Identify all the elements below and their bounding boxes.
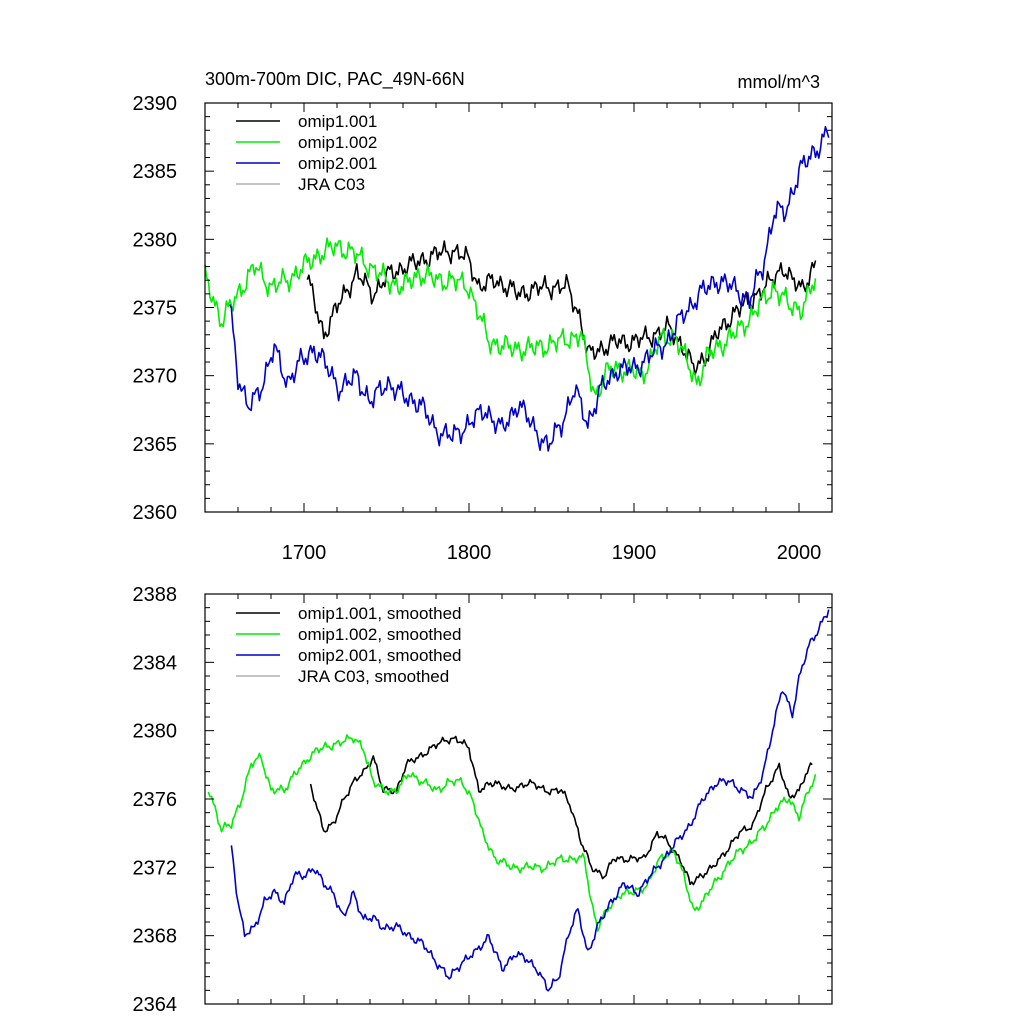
y-tick-label: 2370: [133, 366, 178, 388]
y-tick-label: 2365: [133, 434, 178, 456]
units-label: mmol/m^3: [738, 72, 820, 92]
y-tick-label: 2380: [133, 229, 178, 251]
legend: omip1.001 omip1.002 omip2.001 JRA C03: [236, 112, 377, 194]
x-tick-label: 1900: [612, 542, 657, 564]
series-line-omip1-001: [306, 240, 817, 376]
y-tick-label: 2376: [133, 789, 178, 811]
legend-label: JRA C03, smoothed: [298, 667, 449, 686]
x-tick-label: 1800: [447, 542, 492, 564]
legend-label: omip1.002, smoothed: [298, 625, 462, 644]
legend-label: omip1.001: [298, 112, 377, 131]
legend-label: omip1.001, smoothed: [298, 604, 462, 623]
chart-title: 300m-700m DIC, PAC_49N-66N: [205, 69, 465, 90]
y-tick-label: 2375: [133, 298, 178, 320]
y-tick-label: 2385: [133, 161, 178, 183]
series-line-omip1-002-smoothed: [207, 734, 817, 932]
y-tick-label: 2390: [133, 93, 178, 115]
legend-label: JRA C03: [298, 175, 365, 194]
series-line-omip2-001-smoothed: [230, 609, 830, 992]
y-tick-label: 2360: [133, 502, 178, 524]
y-tick-label: 2364: [133, 994, 178, 1016]
series-line-omip1-002: [204, 237, 817, 398]
y-tick-label: 2384: [133, 652, 178, 674]
legend: omip1.001, smoothed omip1.002, smoothed om…: [236, 604, 462, 686]
panel-2: 2364 2368 2372 2376 2380 2384 2388 omip1.001, s…: [133, 584, 833, 1016]
legend-label: omip2.001: [298, 154, 377, 173]
legend-label: omip2.001, smoothed: [298, 646, 462, 665]
series-line-omip1-001-smoothed: [309, 735, 813, 886]
legend-label: omip1.002: [298, 133, 377, 152]
y-tick-label: 2388: [133, 584, 178, 606]
panel-1: 2360 2365 2370 2375 2380 2385 2390 1700 1800 1900…: [133, 69, 833, 564]
y-tick-label: 2372: [133, 857, 178, 879]
series-line-omip2-001: [229, 126, 830, 452]
y-tick-label: 2368: [133, 926, 178, 948]
y-tick-label: 2380: [133, 721, 178, 743]
x-tick-label: 1700: [282, 542, 327, 564]
x-tick-label: 2000: [777, 542, 822, 564]
